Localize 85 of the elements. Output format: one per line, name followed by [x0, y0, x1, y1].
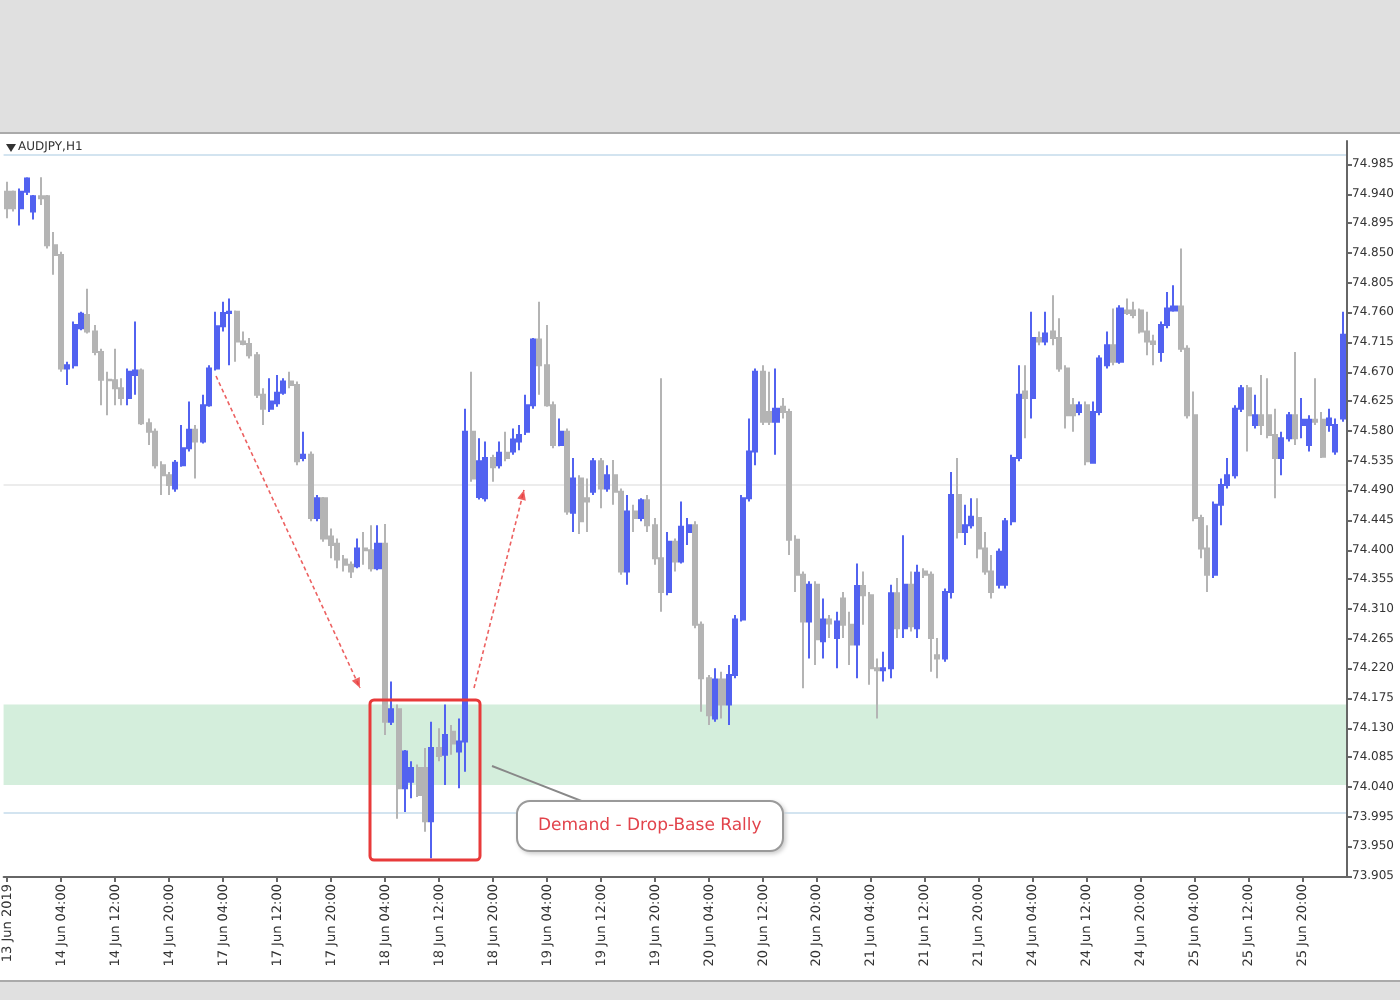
candlestick: [598, 457, 604, 510]
candlestick: [428, 720, 434, 860]
candlestick: [112, 347, 118, 407]
candlestick: [354, 537, 360, 570]
candlestick: [1340, 310, 1346, 423]
candlestick: [814, 580, 820, 667]
candlestick: [402, 749, 408, 814]
candlestick: [30, 194, 36, 221]
candlestick: [624, 493, 630, 586]
candlestick: [1036, 330, 1042, 347]
candlestick: [806, 580, 812, 660]
candlestick: [678, 500, 684, 565]
candlestick: [712, 667, 718, 723]
candlestick: [362, 530, 368, 566]
candlestick: [192, 424, 198, 480]
candlestick: [760, 364, 766, 427]
candlestick: [1110, 307, 1116, 367]
candlestick: [442, 703, 448, 787]
candlestick: [888, 583, 894, 680]
candlestick: [1332, 417, 1338, 456]
candlestick: [834, 610, 840, 670]
candlestick: [450, 724, 456, 756]
candlestick: [300, 430, 306, 463]
candlestick: [956, 457, 962, 540]
candlestick: [510, 427, 516, 456]
candlestick: [482, 440, 488, 503]
candlestick: [226, 297, 232, 367]
candlestick: [268, 377, 274, 413]
candlestick: [504, 430, 510, 463]
candlestick: [422, 747, 428, 833]
candlestick: [908, 570, 914, 633]
candlestick: [1144, 310, 1150, 357]
candlestick: [1116, 304, 1124, 365]
candlestick: [436, 727, 442, 763]
candlestick: [1076, 400, 1082, 417]
candlestick: [820, 597, 826, 660]
candlestick: [308, 450, 314, 523]
candlestick: [382, 522, 388, 736]
candlestick: [902, 534, 908, 640]
candlestick: [962, 503, 968, 547]
candlestick: [658, 377, 664, 613]
candlestick: [1246, 383, 1252, 453]
candlestick: [10, 189, 16, 213]
candlestick: [584, 477, 590, 533]
candlestick: [470, 370, 476, 483]
candlestick: [604, 464, 610, 493]
annotation: Demand - Drop-Base Rally: [516, 800, 784, 852]
candlestick: [666, 530, 672, 597]
candlestick: [632, 503, 638, 533]
candlestick: [294, 380, 300, 467]
candlestick: [348, 560, 354, 580]
candlestick: [854, 562, 860, 680]
candlestick: [1252, 393, 1258, 430]
candlestick: [374, 524, 382, 572]
candlestick: [1258, 374, 1264, 436]
candlestick: [368, 524, 374, 573]
candlestick: [1292, 350, 1298, 446]
candlestick: [476, 437, 482, 501]
candlestick: [590, 457, 596, 496]
candlestick: [388, 680, 394, 727]
candlestick: [772, 367, 780, 456]
candlestick: [718, 670, 726, 720]
candlestick: [638, 497, 644, 523]
candlestick: [570, 457, 576, 533]
candlestick: [766, 370, 772, 427]
candlestick: [334, 537, 340, 570]
candlestick: [274, 374, 280, 408]
candlestick: [1084, 400, 1090, 467]
candlestick: [1030, 310, 1036, 420]
candlestick: [314, 493, 320, 523]
candlestick: [1022, 364, 1028, 440]
candlestick: [914, 563, 920, 640]
candlestick: [928, 570, 934, 673]
candlestick: [894, 577, 900, 640]
candlestick: [558, 417, 564, 448]
candlestick: [672, 537, 678, 573]
candlestick: [234, 309, 240, 363]
candlestick: [496, 440, 502, 470]
candlestick: [1042, 310, 1048, 347]
candlestick: [396, 703, 402, 820]
candlestick: [564, 427, 570, 516]
candlestick: [826, 613, 832, 640]
candlestick: [490, 453, 496, 483]
candlestick: [578, 474, 584, 535]
candlestick: [1124, 297, 1130, 317]
